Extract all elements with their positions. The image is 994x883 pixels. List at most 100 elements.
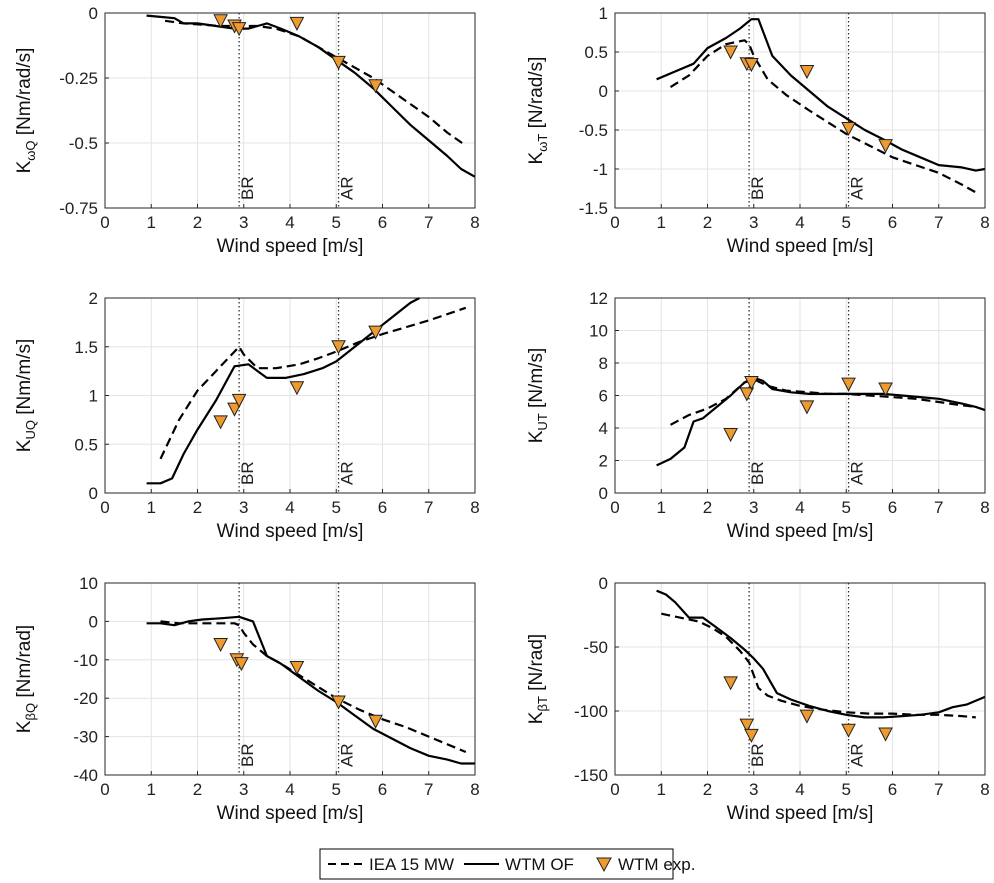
y-tick-label: 8 [599,354,608,373]
vline-label-ar: AR [338,743,357,767]
x-tick-label: 4 [285,780,294,799]
x-tick-label: 0 [100,780,109,799]
x-tick-label: 2 [193,498,202,517]
y-tick-label: -1 [593,160,608,179]
y-axis-label: KωT [N/rad/s] [526,57,550,165]
y-tick-label: 0 [599,574,608,593]
y-tick-label: 2 [89,289,98,308]
y-tick-label: -1.5 [579,199,608,218]
y-tick-label: 1 [599,4,608,23]
x-tick-label: 3 [749,498,758,517]
wtm-exp-marker [744,376,759,391]
x-tick-label: 0 [610,498,619,517]
y-axis-label: KβQ [Nm/rad] [14,625,38,733]
subplot-6: BR AR 0 1 2 3 4 5 6 7 8 0 -50 -100 -150 Wind speed [m/s… [526,574,990,824]
x-tick-label: 6 [378,498,387,517]
x-tick-label: 0 [100,213,109,232]
legend: IEA 15 MW WTM OF WTM exp. [319,848,695,880]
y-tick-label: 6 [599,387,608,406]
wtm-exp-marker [739,387,755,402]
vline-label-br: BR [238,176,257,200]
vline-label-ar: AR [848,743,867,767]
wtm-exp-marker [289,16,305,31]
wtm-exp-marker [289,381,305,396]
x-tick-label: 5 [842,780,851,799]
y-tick-label: 0.5 [584,43,608,62]
x-tick-label: 1 [147,498,156,517]
wtm-exp-marker [368,79,383,94]
y-tick-label: 2 [599,452,608,471]
y-tick-label: 4 [599,419,608,438]
y-tick-label: -0.25 [59,69,98,88]
x-tick-label: 4 [795,498,804,517]
x-tick-label: 6 [888,213,897,232]
y-tick-label: 0.5 [74,435,98,454]
wtm-exp-marker [799,709,815,724]
x-tick-label: 8 [980,213,989,232]
x-axis-label: Wind speed [m/s] [217,236,364,257]
wtm-exp-marker [841,723,856,738]
subplot-2: BR AR 0 1 2 3 4 5 6 7 8 1 0.5 0 -0.5 -1 -1.5 Wind speed [… [526,4,990,257]
wtm-exp-marker [231,22,247,37]
subplot-1: BR AR 0 1 2 3 4 5 6 7 8 0 -0.25 -0.5 -0.75 Wind speed [… [14,4,480,257]
vline-label-ar: AR [848,461,867,485]
x-tick-label: 7 [934,213,943,232]
x-tick-label: 1 [147,213,156,232]
subplot-5: BR AR 0 1 2 3 4 5 6 7 8 10 0 -10 -20 -30 -40 Wind speed [… [14,574,480,824]
y-tick-label: -0.75 [59,199,98,218]
y-tick-label: -150 [574,766,608,785]
y-tick-label: 0 [89,4,98,23]
wtm-of-line [656,589,986,719]
wtm-exp-marker [368,714,383,729]
x-axis-label: Wind speed [m/s] [727,236,874,257]
x-tick-label: 0 [610,780,619,799]
wtm-exp-marker [331,695,346,710]
x-tick-label: 3 [749,780,758,799]
x-tick-label: 7 [424,213,433,232]
y-axis-label: KβT [N/rad] [526,634,550,724]
vline-label-br: BR [748,176,767,200]
legend-label-wtm-of: WTM OF [505,855,574,874]
x-tick-label: 3 [239,213,248,232]
wtm-exp-marker [331,55,346,70]
wtm-of-line [146,14,476,178]
y-tick-label: -50 [583,638,608,657]
wtm-exp-marker [723,45,738,60]
wtm-of-line [656,18,986,172]
x-tick-label: 2 [703,780,712,799]
x-tick-label: 6 [378,213,387,232]
wtm-exp-marker [213,14,228,29]
y-tick-label: -0.5 [579,121,608,140]
x-tick-label: 7 [424,498,433,517]
x-axis-label: Wind speed [m/s] [727,803,874,824]
x-tick-label: 1 [657,498,666,517]
wtm-exp-marker [841,121,856,137]
x-tick-label: 8 [470,780,479,799]
x-tick-label: 2 [703,213,712,232]
y-tick-label: 12 [589,289,608,308]
x-tick-label: 5 [332,213,341,232]
vline-label-br: BR [748,743,767,767]
y-tick-label: 0 [89,484,98,503]
y-tick-label: -0.5 [69,134,98,153]
x-tick-label: 1 [657,213,666,232]
x-tick-label: 2 [193,213,202,232]
x-tick-label: 8 [980,780,989,799]
x-tick-label: 5 [332,780,341,799]
wtm-exp-marker [213,415,228,430]
x-tick-label: 7 [424,780,433,799]
vline-label-ar: AR [848,176,867,200]
legend-swatch-wtm-exp [596,857,612,873]
x-tick-label: 3 [239,498,248,517]
y-tick-label: 0 [89,612,98,631]
y-axis-label: KUT [N/m/s] [526,348,550,443]
wtm-exp-marker [878,382,893,397]
x-tick-label: 4 [285,498,294,517]
x-tick-label: 8 [470,498,479,517]
y-tick-label: 10 [79,574,98,593]
x-tick-label: 4 [795,780,804,799]
x-tick-label: 4 [795,213,804,232]
x-tick-label: 5 [842,498,851,517]
